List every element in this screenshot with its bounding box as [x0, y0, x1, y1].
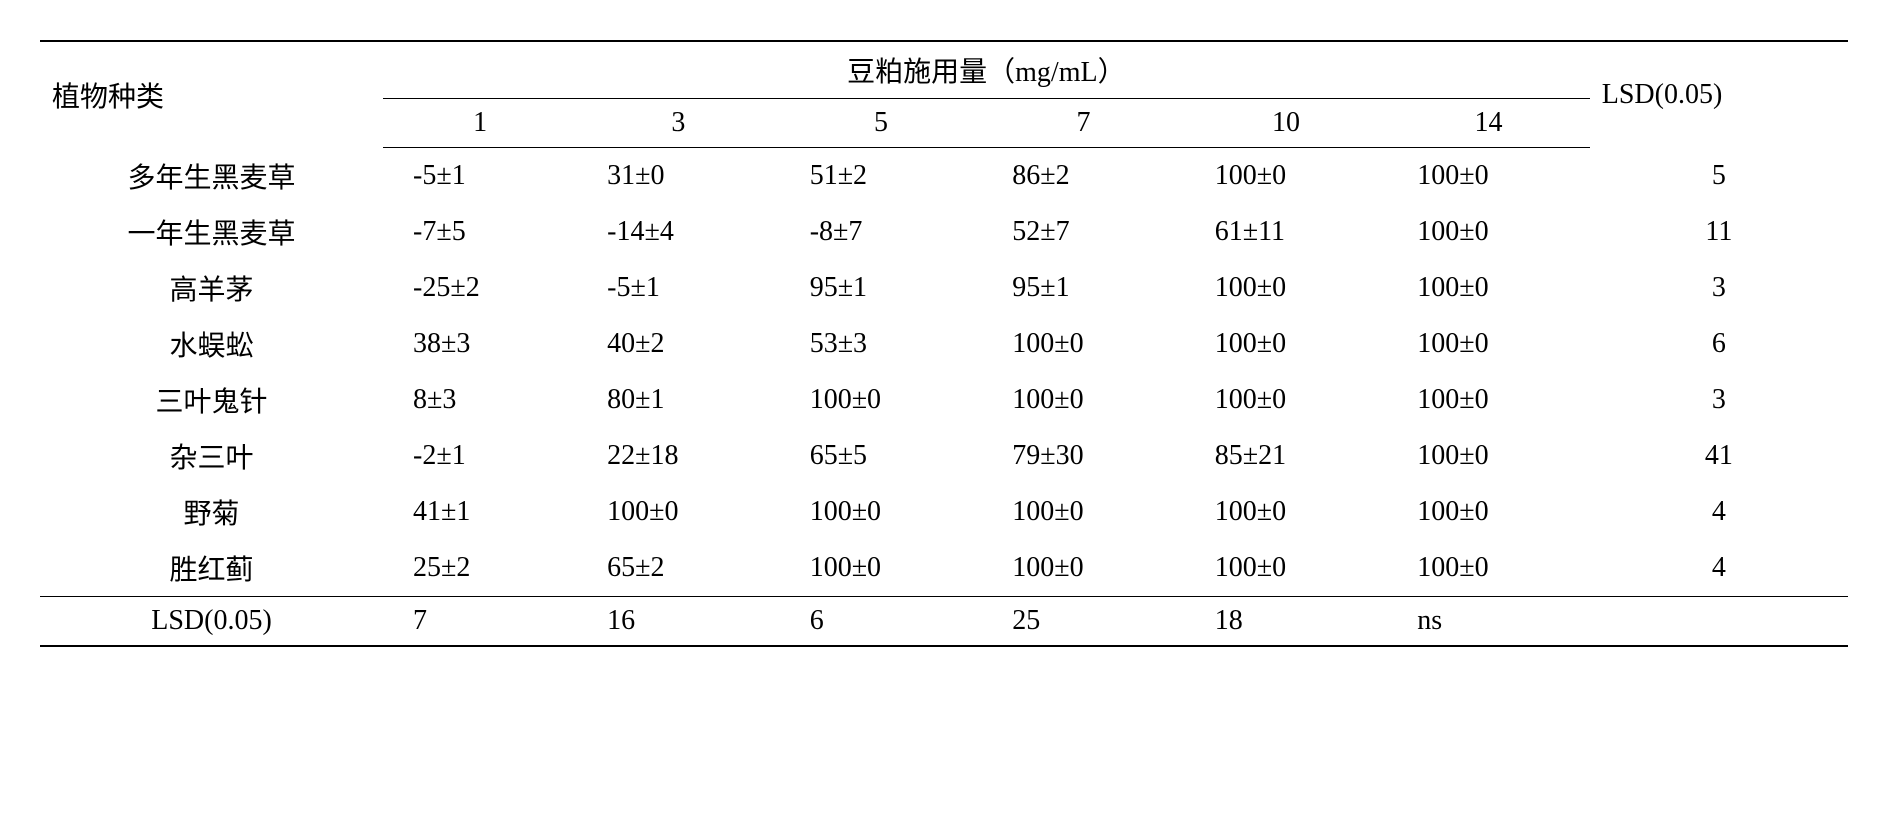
- value-cell: 52±7: [982, 204, 1185, 260]
- value-cell: 100±0: [1387, 428, 1590, 484]
- dose-col-1: 3: [577, 99, 780, 148]
- species-cell: 多年生黑麦草: [40, 148, 383, 204]
- lsd-cell: 5: [1590, 148, 1848, 204]
- lsd-cell: 4: [1590, 484, 1848, 540]
- species-cell: 一年生黑麦草: [40, 204, 383, 260]
- value-cell: 100±0: [1387, 540, 1590, 597]
- value-cell: -8±7: [780, 204, 983, 260]
- footer-value: ns: [1387, 596, 1590, 646]
- value-cell: 85±21: [1185, 428, 1388, 484]
- species-cell: 胜红蓟: [40, 540, 383, 597]
- value-cell: 53±3: [780, 316, 983, 372]
- lsd-cell: 41: [1590, 428, 1848, 484]
- lsd-header-label: LSD(0.05): [1590, 41, 1848, 148]
- footer-value: 18: [1185, 596, 1388, 646]
- value-cell: 100±0: [1185, 484, 1388, 540]
- species-cell: 水蜈蚣: [40, 316, 383, 372]
- group-header-label: 豆粕施用量（mg/mL）: [383, 41, 1590, 99]
- species-cell: 野菊: [40, 484, 383, 540]
- species-cell: 杂三叶: [40, 428, 383, 484]
- footer-label: LSD(0.05): [40, 596, 383, 646]
- value-cell: 25±2: [383, 540, 577, 597]
- table-row: 野菊 41±1 100±0 100±0 100±0 100±0 100±0 4: [40, 484, 1848, 540]
- value-cell: 41±1: [383, 484, 577, 540]
- footer-value: 7: [383, 596, 577, 646]
- table-body: 多年生黑麦草 -5±1 31±0 51±2 86±2 100±0 100±0 5…: [40, 148, 1848, 646]
- table-row: 高羊茅 -25±2 -5±1 95±1 95±1 100±0 100±0 3: [40, 260, 1848, 316]
- value-cell: 86±2: [982, 148, 1185, 204]
- value-cell: 100±0: [577, 484, 780, 540]
- value-cell: 100±0: [982, 372, 1185, 428]
- value-cell: 65±5: [780, 428, 983, 484]
- footer-value: 6: [780, 596, 983, 646]
- value-cell: 100±0: [982, 540, 1185, 597]
- value-cell: 100±0: [982, 316, 1185, 372]
- dose-col-2: 5: [780, 99, 983, 148]
- value-cell: 22±18: [577, 428, 780, 484]
- lsd-cell: 3: [1590, 260, 1848, 316]
- value-cell: 100±0: [1185, 260, 1388, 316]
- value-cell: 95±1: [982, 260, 1185, 316]
- lsd-cell: 3: [1590, 372, 1848, 428]
- value-cell: 40±2: [577, 316, 780, 372]
- value-cell: 100±0: [1387, 204, 1590, 260]
- value-cell: 8±3: [383, 372, 577, 428]
- value-cell: -5±1: [383, 148, 577, 204]
- value-cell: -25±2: [383, 260, 577, 316]
- dose-col-3: 7: [982, 99, 1185, 148]
- value-cell: -2±1: [383, 428, 577, 484]
- value-cell: 65±2: [577, 540, 780, 597]
- footer-value: 25: [982, 596, 1185, 646]
- table-row: 胜红蓟 25±2 65±2 100±0 100±0 100±0 100±0 4: [40, 540, 1848, 597]
- value-cell: 100±0: [1387, 148, 1590, 204]
- value-cell: -14±4: [577, 204, 780, 260]
- table-row: 一年生黑麦草 -7±5 -14±4 -8±7 52±7 61±11 100±0 …: [40, 204, 1848, 260]
- value-cell: 100±0: [1185, 540, 1388, 597]
- dose-col-4: 10: [1185, 99, 1388, 148]
- value-cell: 100±0: [1387, 484, 1590, 540]
- value-cell: 100±0: [780, 484, 983, 540]
- footer-value: 16: [577, 596, 780, 646]
- value-cell: 51±2: [780, 148, 983, 204]
- footer-row: LSD(0.05) 7 16 6 25 18 ns: [40, 596, 1848, 646]
- value-cell: -5±1: [577, 260, 780, 316]
- dose-col-0: 1: [383, 99, 577, 148]
- value-cell: 100±0: [1387, 372, 1590, 428]
- table-row: 杂三叶 -2±1 22±18 65±5 79±30 85±21 100±0 41: [40, 428, 1848, 484]
- lsd-cell: 11: [1590, 204, 1848, 260]
- lsd-cell: 6: [1590, 316, 1848, 372]
- value-cell: 31±0: [577, 148, 780, 204]
- lsd-cell: 4: [1590, 540, 1848, 597]
- footer-lsd: [1590, 596, 1848, 646]
- value-cell: 100±0: [1387, 316, 1590, 372]
- header-row-1: 植物种类 豆粕施用量（mg/mL） LSD(0.05): [40, 41, 1848, 99]
- value-cell: 100±0: [1185, 316, 1388, 372]
- value-cell: 61±11: [1185, 204, 1388, 260]
- table-row: 多年生黑麦草 -5±1 31±0 51±2 86±2 100±0 100±0 5: [40, 148, 1848, 204]
- value-cell: 79±30: [982, 428, 1185, 484]
- value-cell: 100±0: [1387, 260, 1590, 316]
- value-cell: 100±0: [982, 484, 1185, 540]
- dose-col-5: 14: [1387, 99, 1590, 148]
- value-cell: 38±3: [383, 316, 577, 372]
- data-table: 植物种类 豆粕施用量（mg/mL） LSD(0.05) 1 3 5 7 10 1…: [40, 40, 1848, 647]
- value-cell: -7±5: [383, 204, 577, 260]
- value-cell: 95±1: [780, 260, 983, 316]
- species-cell: 高羊茅: [40, 260, 383, 316]
- table-row: 三叶鬼针 8±3 80±1 100±0 100±0 100±0 100±0 3: [40, 372, 1848, 428]
- species-cell: 三叶鬼针: [40, 372, 383, 428]
- value-cell: 100±0: [1185, 372, 1388, 428]
- value-cell: 100±0: [780, 372, 983, 428]
- value-cell: 100±0: [780, 540, 983, 597]
- value-cell: 100±0: [1185, 148, 1388, 204]
- table-row: 水蜈蚣 38±3 40±2 53±3 100±0 100±0 100±0 6: [40, 316, 1848, 372]
- value-cell: 80±1: [577, 372, 780, 428]
- row-header-label: 植物种类: [40, 41, 383, 148]
